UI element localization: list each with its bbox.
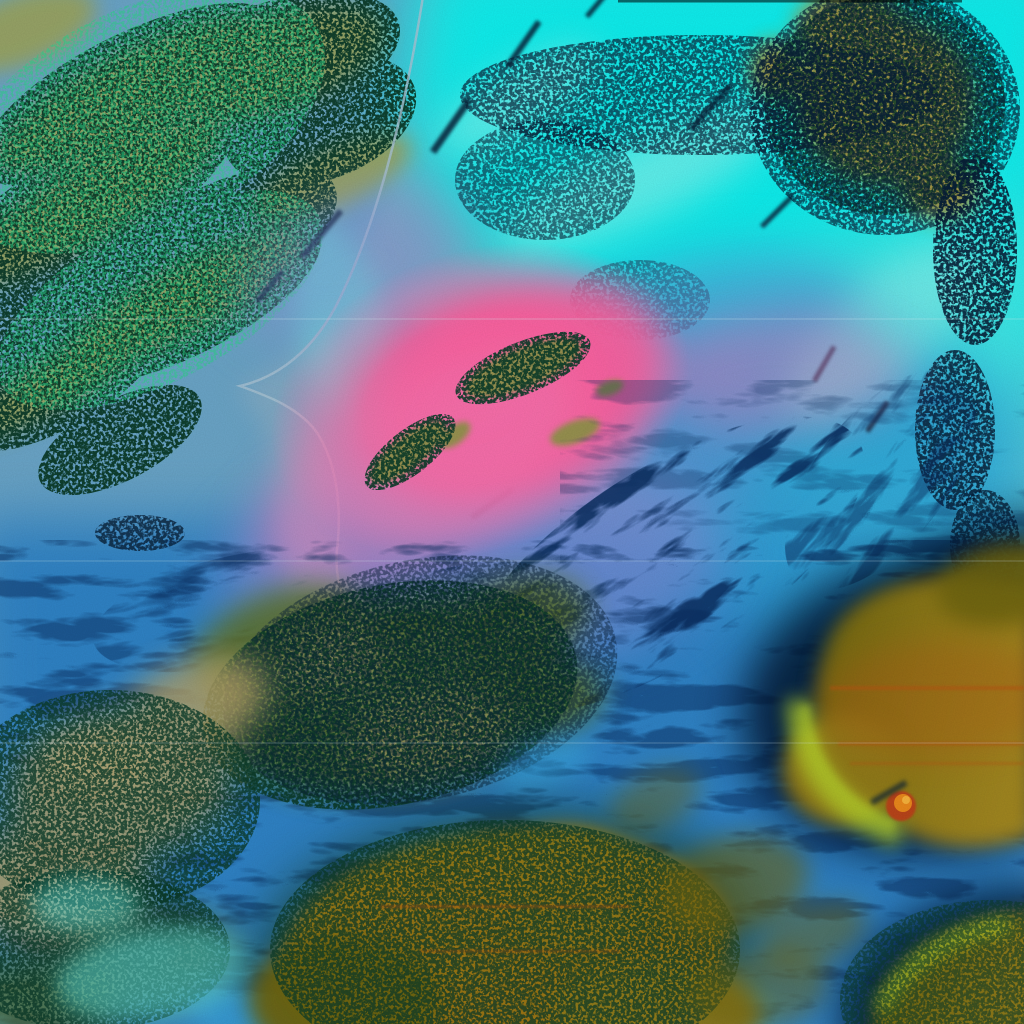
screenshot-root [0, 0, 1024, 1024]
satellite-false-color-image [0, 0, 1024, 1024]
sensor-grain-overlay [0, 0, 1024, 1024]
